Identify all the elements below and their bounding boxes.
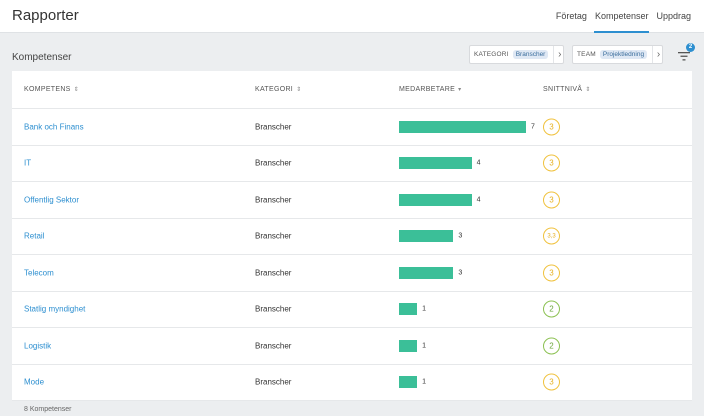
table-row: Retail Branscher 3 3,3 bbox=[12, 219, 692, 255]
competence-link[interactable]: Mode bbox=[24, 377, 45, 387]
competence-link[interactable]: Logistik bbox=[24, 341, 52, 351]
chevron-right-icon: › bbox=[553, 46, 563, 63]
column-snittniva[interactable]: SNITTNIVÅ ⇕ bbox=[543, 86, 591, 93]
competence-link[interactable]: IT bbox=[24, 158, 32, 168]
top-nav: Företag Kompetenser Uppdrag bbox=[551, 0, 694, 33]
employee-count: 3 bbox=[458, 269, 463, 277]
table-row: Telecom Branscher 3 3 bbox=[12, 255, 692, 292]
column-label: SNITTNIVÅ bbox=[543, 86, 583, 93]
category-cell: Branscher bbox=[255, 195, 292, 205]
employee-count: 4 bbox=[476, 196, 481, 204]
level-badge: 3 bbox=[543, 191, 560, 209]
employee-bar bbox=[399, 266, 454, 279]
sort-icon: ⇕ bbox=[296, 87, 302, 93]
employee-bar bbox=[399, 157, 472, 170]
employee-bar bbox=[399, 303, 418, 316]
employee-bar bbox=[399, 376, 418, 389]
employee-count: 1 bbox=[422, 378, 427, 386]
employee-bar bbox=[399, 193, 472, 206]
column-label: MEDARBETARE bbox=[399, 86, 456, 93]
level-badge: 3 bbox=[543, 154, 560, 172]
chevron-right-icon: › bbox=[652, 46, 662, 63]
nav-foretag[interactable]: Företag bbox=[555, 11, 587, 21]
table-row: Mode Branscher 1 3 bbox=[12, 365, 692, 401]
table-row: Offentlig Sektor Branscher 4 3 bbox=[12, 182, 692, 219]
section-header: Kompetenser KATEGORI Branscher › TEAM Pr… bbox=[0, 33, 704, 75]
column-label: KATEGORI bbox=[255, 86, 294, 93]
filter-label: TEAM bbox=[577, 51, 596, 58]
level-badge: 3 bbox=[543, 373, 560, 391]
sort-icon: ⇕ bbox=[73, 87, 79, 93]
column-medarbetare[interactable]: MEDARBETARE ▾ bbox=[399, 86, 461, 93]
employee-count: 7 bbox=[531, 123, 535, 131]
table-row: Bank och Finans Branscher 7 3 bbox=[12, 109, 692, 146]
sort-desc-icon: ▾ bbox=[458, 87, 462, 93]
level-badge: 3 bbox=[543, 118, 560, 136]
competence-link[interactable]: Offentlig Sektor bbox=[24, 195, 79, 205]
top-bar: Rapporter Företag Kompetenser Uppdrag bbox=[0, 0, 704, 33]
employee-count: 1 bbox=[422, 305, 427, 313]
competence-table: KOMPETENS ⇕ KATEGORI ⇕ MEDARBETARE ▾ SNI… bbox=[12, 71, 692, 401]
competence-link[interactable]: Telecom bbox=[24, 268, 54, 278]
category-cell: Branscher bbox=[255, 341, 292, 351]
filter-icon bbox=[678, 52, 690, 61]
category-cell: Branscher bbox=[255, 304, 292, 314]
level-badge: 3 bbox=[543, 264, 560, 282]
competence-link[interactable]: Statlig myndighet bbox=[24, 304, 86, 314]
column-label: KOMPETENS bbox=[24, 86, 71, 93]
table-row: IT Branscher 4 3 bbox=[12, 146, 692, 182]
category-cell: Branscher bbox=[255, 158, 292, 168]
nav-kompetenser[interactable]: Kompetenser bbox=[592, 0, 652, 33]
employee-count: 4 bbox=[476, 159, 481, 167]
sort-icon: ⇕ bbox=[585, 87, 591, 93]
employee-bar bbox=[399, 339, 418, 352]
employee-bar bbox=[399, 230, 454, 243]
competence-link[interactable]: Bank och Finans bbox=[24, 122, 84, 132]
filter-value: Projektledning bbox=[599, 50, 648, 59]
category-cell: Branscher bbox=[255, 268, 292, 278]
level-badge: 2 bbox=[543, 300, 560, 318]
table-row: Logistik Branscher 1 2 bbox=[12, 328, 692, 365]
competence-link[interactable]: Retail bbox=[24, 231, 45, 241]
filter-button[interactable]: 2 bbox=[674, 43, 695, 64]
employee-count: 1 bbox=[422, 342, 427, 350]
column-kategori[interactable]: KATEGORI ⇕ bbox=[255, 86, 301, 93]
row-count: 8 Kompetenser bbox=[24, 406, 72, 413]
category-cell: Branscher bbox=[255, 377, 292, 387]
nav-uppdrag[interactable]: Uppdrag bbox=[656, 11, 691, 21]
level-badge: 2 bbox=[543, 337, 560, 355]
app-title: Rapporter bbox=[12, 7, 79, 24]
filter-count-badge: 2 bbox=[686, 43, 695, 52]
table-row: Statlig myndighet Branscher 1 2 bbox=[12, 292, 692, 328]
filter-chip-kategori[interactable]: KATEGORI Branscher › bbox=[469, 45, 565, 64]
filter-value: Branscher bbox=[512, 50, 549, 59]
category-cell: Branscher bbox=[255, 122, 292, 132]
filter-chip-team[interactable]: TEAM Projektledning › bbox=[572, 45, 664, 64]
table-header: KOMPETENS ⇕ KATEGORI ⇕ MEDARBETARE ▾ SNI… bbox=[12, 71, 692, 109]
column-kompetens[interactable]: KOMPETENS ⇕ bbox=[24, 86, 79, 93]
employee-bar bbox=[399, 120, 526, 133]
level-badge: 3,3 bbox=[543, 227, 560, 245]
section-title: Kompetenser bbox=[12, 52, 72, 63]
filter-label: KATEGORI bbox=[474, 51, 509, 58]
employee-count: 3 bbox=[458, 232, 463, 240]
category-cell: Branscher bbox=[255, 231, 292, 241]
